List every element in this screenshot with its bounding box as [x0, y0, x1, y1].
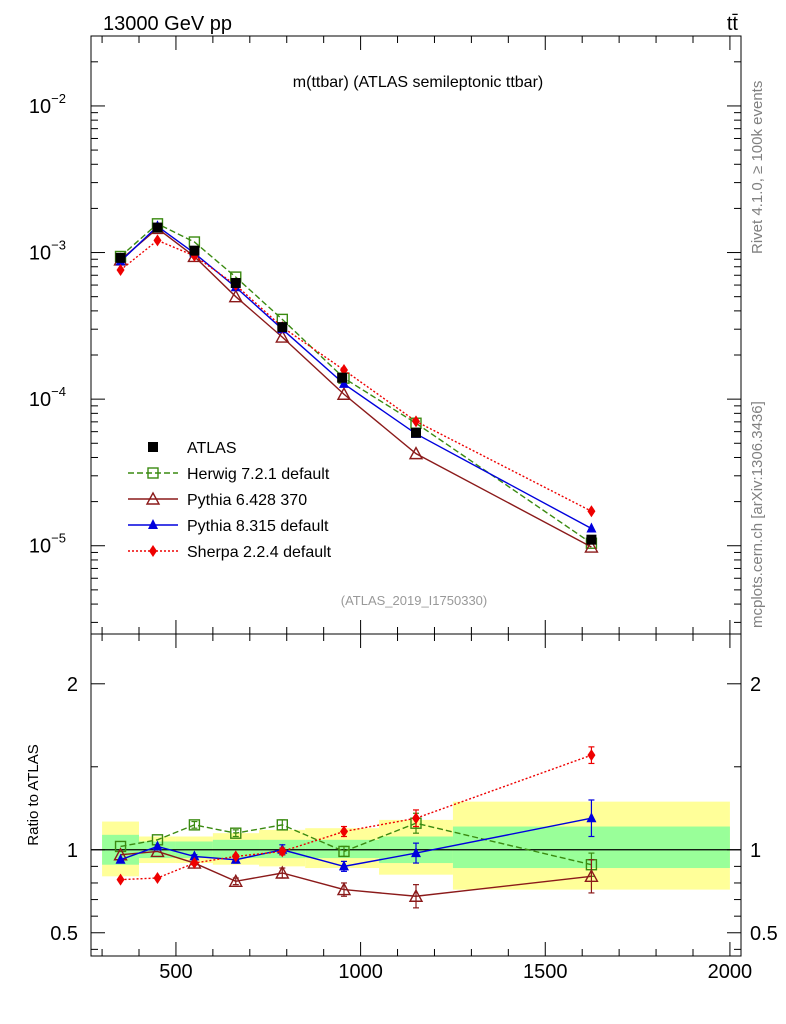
ratio-line-pythia-6-428-370 [120, 850, 592, 897]
ratio-point-pythia-6-428-370 [228, 873, 243, 888]
ratio-line-pythia-8-315-default [120, 817, 592, 868]
legend-label-pythia-8-315-default: Pythia 8.315 default [187, 518, 329, 535]
legend-marker-atlas [148, 442, 158, 452]
x-axis-ticks: 500 1000 1500 2000 [101, 36, 753, 983]
ratio-point-sherpa-2-2-4-default [153, 871, 162, 884]
ratio-point-pythia-6-428-370 [150, 843, 165, 858]
main-point-sherpa-2-2-4-default [412, 415, 420, 428]
ratio-series [113, 746, 599, 909]
x-tick-label: 1000 [338, 961, 383, 983]
main-point-sherpa-2-2-4-default [153, 234, 162, 247]
main-point-sherpa-2-2-4-default [587, 505, 596, 518]
main-y-tick-label: 10−5 [29, 531, 66, 558]
ratio-point-sherpa-2-2-4-default [116, 873, 125, 886]
main-series [113, 218, 599, 553]
ratio-ylabel: Ratio to ATLAS [25, 744, 42, 845]
legend-label-herwig-7-2-1-default: Herwig 7.2.1 default [187, 466, 330, 483]
ratio-point-pythia-8-315-default [338, 860, 349, 871]
main-y-tick-exponent: −4 [51, 384, 66, 399]
ratio-frame [90, 633, 742, 957]
ratio-point-sherpa-2-2-4-default [190, 857, 199, 870]
ratio-point-sherpa-2-2-4-default [587, 749, 596, 762]
ratio-point-pythia-6-428-370 [275, 865, 290, 879]
ratio-point-herwig-7-2-1-default [114, 840, 127, 853]
x-tick-label: 1500 [523, 961, 568, 983]
ratio-point-sherpa-2-2-4-default [412, 812, 420, 825]
ratio-point-herwig-7-2-1-default [230, 827, 242, 839]
ratio-y-tick-label: 1 [67, 840, 78, 862]
plot-title: m(ttbar) (ATLAS semileptonic ttbar) [293, 74, 543, 91]
main-point-pythia-6-428-370 [584, 539, 599, 553]
legend-marker-pythia-8-315-default [148, 519, 158, 529]
energy-title: 13000 GeV pp [103, 13, 232, 35]
main-point-atlas [230, 277, 241, 288]
main-y-tick-label: 10−2 [29, 91, 66, 118]
ratio-point-pythia-6-428-370 [408, 888, 424, 902]
analysis-id: (ATLAS_2019_I1750330) [341, 593, 487, 608]
main-y-tick-exponent: −3 [51, 238, 66, 253]
main-y-tick-label: 10−4 [29, 384, 66, 411]
ratio-y-tick-label: 0.5 [50, 923, 78, 945]
main-point-atlas [337, 372, 348, 383]
ratio-point-sherpa-2-2-4-default [231, 850, 240, 863]
main-line-sherpa-2-2-4-default [120, 239, 592, 512]
ratio-point-herwig-7-2-1-default [276, 819, 289, 831]
legend-marker-pythia-6-428-370 [145, 491, 161, 505]
main-point-atlas [115, 252, 126, 263]
main-y-tick-exponent: −5 [51, 531, 66, 546]
main-line-pythia-8-315-default [120, 225, 592, 530]
ratio-panel: 0.5 0.5 1 1 2 2 Ratio to ATLAS [25, 633, 778, 957]
ratio-point-herwig-7-2-1-default [188, 819, 201, 831]
main-panel: m(ttbar) (ATLAS semileptonic ttbar) (ATL… [29, 35, 742, 635]
main-point-atlas [277, 322, 288, 333]
main-line-herwig-7-2-1-default [120, 222, 592, 544]
ratio-band-green [212, 839, 260, 859]
main-point-pythia-6-428-370 [336, 386, 352, 400]
main-y-tick-label: 10−3 [29, 238, 66, 265]
ratio-point-pythia-8-315-default [115, 853, 126, 864]
main-point-atlas [189, 245, 200, 256]
x-tick-label: 500 [159, 961, 192, 983]
ratio-point-pythia-8-315-default [152, 840, 163, 851]
ratio-point-herwig-7-2-1-default [338, 845, 350, 858]
ratio-point-pythia-6-428-370 [336, 882, 352, 896]
ratio-line-herwig-7-2-1-default [120, 822, 592, 866]
main-point-sherpa-2-2-4-default [116, 264, 125, 277]
legend-marker-sherpa-2-2-4-default [149, 545, 157, 557]
legend-label-sherpa-2-2-4-default: Sherpa 2.2.4 default [187, 544, 332, 561]
ratio-y-tick-label-right: 2 [750, 674, 761, 696]
main-point-atlas [152, 222, 163, 233]
main-point-atlas [411, 427, 421, 438]
ratio-point-pythia-8-315-default [586, 812, 597, 823]
ratio-band-green [305, 839, 380, 859]
ratio-point-sherpa-2-2-4-default [339, 825, 348, 838]
ratio-y-tick-label: 2 [67, 674, 78, 696]
legend: ATLAS Herwig 7.2.1 default Pythia 6.428 37… [128, 440, 332, 561]
main-point-pythia-6-428-370 [275, 329, 290, 343]
ratio-point-pythia-8-315-default [411, 847, 421, 858]
main-axis-ticks: 10−5 10−4 10−3 10−2 [29, 35, 741, 623]
ratio-point-sherpa-2-2-4-default [278, 845, 287, 858]
ratio-y-tick-label-right: 0.5 [750, 923, 778, 945]
main-point-pythia-8-315-default [586, 522, 597, 533]
main-point-pythia-6-428-370 [408, 446, 424, 460]
mcplots-label: mcplots.cern.ch [arXiv:1306.3436] [749, 401, 766, 628]
main-point-atlas [586, 534, 597, 545]
rivet-label: Rivet 4.1.0, ≥ 100k events [749, 81, 766, 254]
ratio-axis-ticks: 0.5 0.5 1 1 2 2 [50, 674, 778, 950]
ratio-point-pythia-6-428-370 [584, 868, 599, 883]
legend-label-pythia-6-428-370: Pythia 6.428 370 [187, 492, 307, 509]
ratio-point-pythia-8-315-default [189, 850, 200, 861]
ratio-y-tick-label-right: 1 [750, 840, 761, 862]
legend-label-atlas: ATLAS [187, 440, 237, 457]
main-y-tick-exponent: −2 [51, 91, 66, 106]
main-point-pythia-8-315-default [338, 377, 349, 388]
process-title: tt̄ [727, 13, 739, 35]
main-point-pythia-6-428-370 [228, 289, 243, 303]
x-tick-label: 2000 [708, 961, 753, 983]
legend-marker-herwig-7-2-1-default [147, 467, 159, 479]
